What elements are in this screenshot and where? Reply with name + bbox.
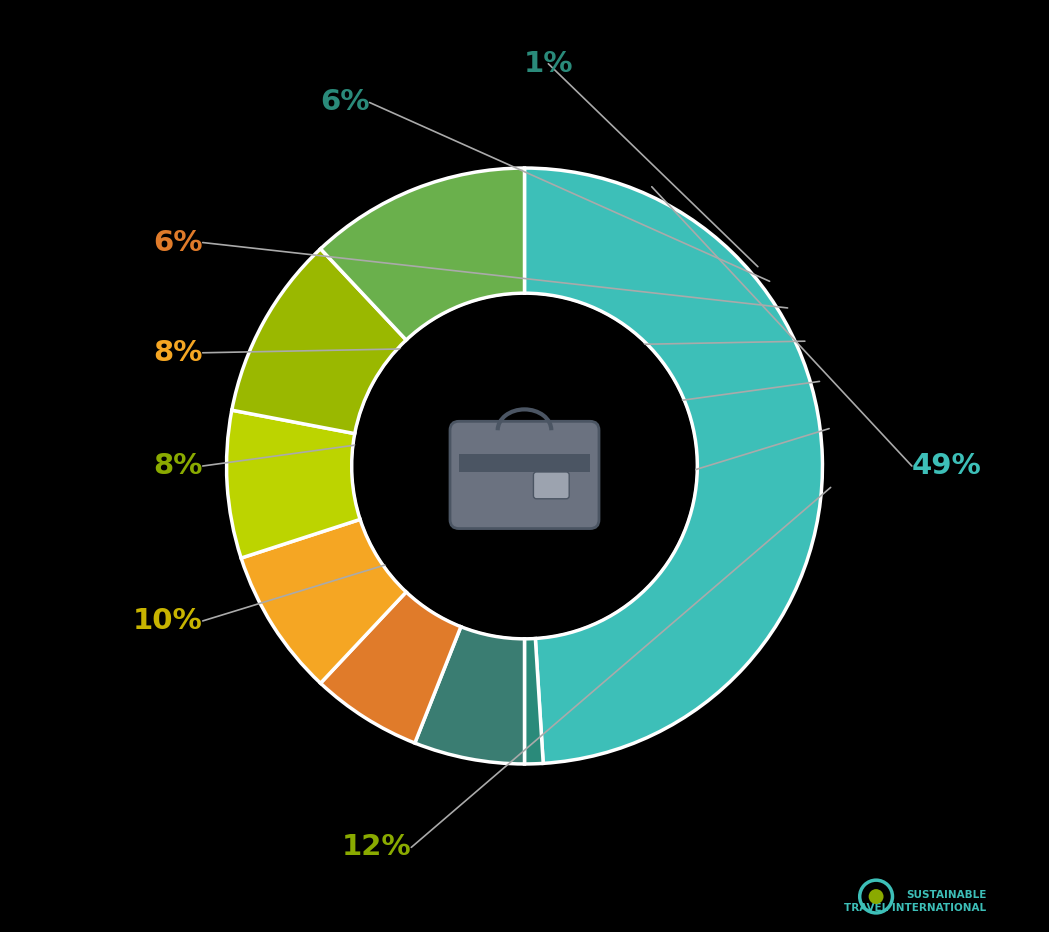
Text: 10%: 10%: [133, 607, 202, 635]
Text: 6%: 6%: [153, 228, 202, 256]
Wedge shape: [524, 638, 543, 764]
Wedge shape: [321, 168, 524, 340]
Wedge shape: [241, 519, 406, 683]
Wedge shape: [414, 626, 524, 764]
FancyBboxPatch shape: [450, 421, 599, 528]
Wedge shape: [232, 249, 406, 433]
FancyBboxPatch shape: [459, 454, 590, 472]
Text: 49%: 49%: [912, 452, 982, 480]
Text: 1%: 1%: [523, 49, 573, 77]
Text: 6%: 6%: [320, 89, 369, 116]
Text: 8%: 8%: [153, 338, 202, 367]
Circle shape: [517, 456, 532, 471]
Wedge shape: [524, 168, 822, 763]
Text: SUSTAINABLE
TRAVEL INTERNATIONAL: SUSTAINABLE TRAVEL INTERNATIONAL: [844, 890, 986, 913]
Text: 12%: 12%: [342, 833, 411, 861]
Wedge shape: [321, 592, 461, 743]
Text: 8%: 8%: [153, 452, 202, 480]
Circle shape: [355, 296, 694, 636]
Circle shape: [869, 889, 883, 904]
Wedge shape: [227, 410, 360, 558]
FancyBboxPatch shape: [534, 472, 570, 499]
